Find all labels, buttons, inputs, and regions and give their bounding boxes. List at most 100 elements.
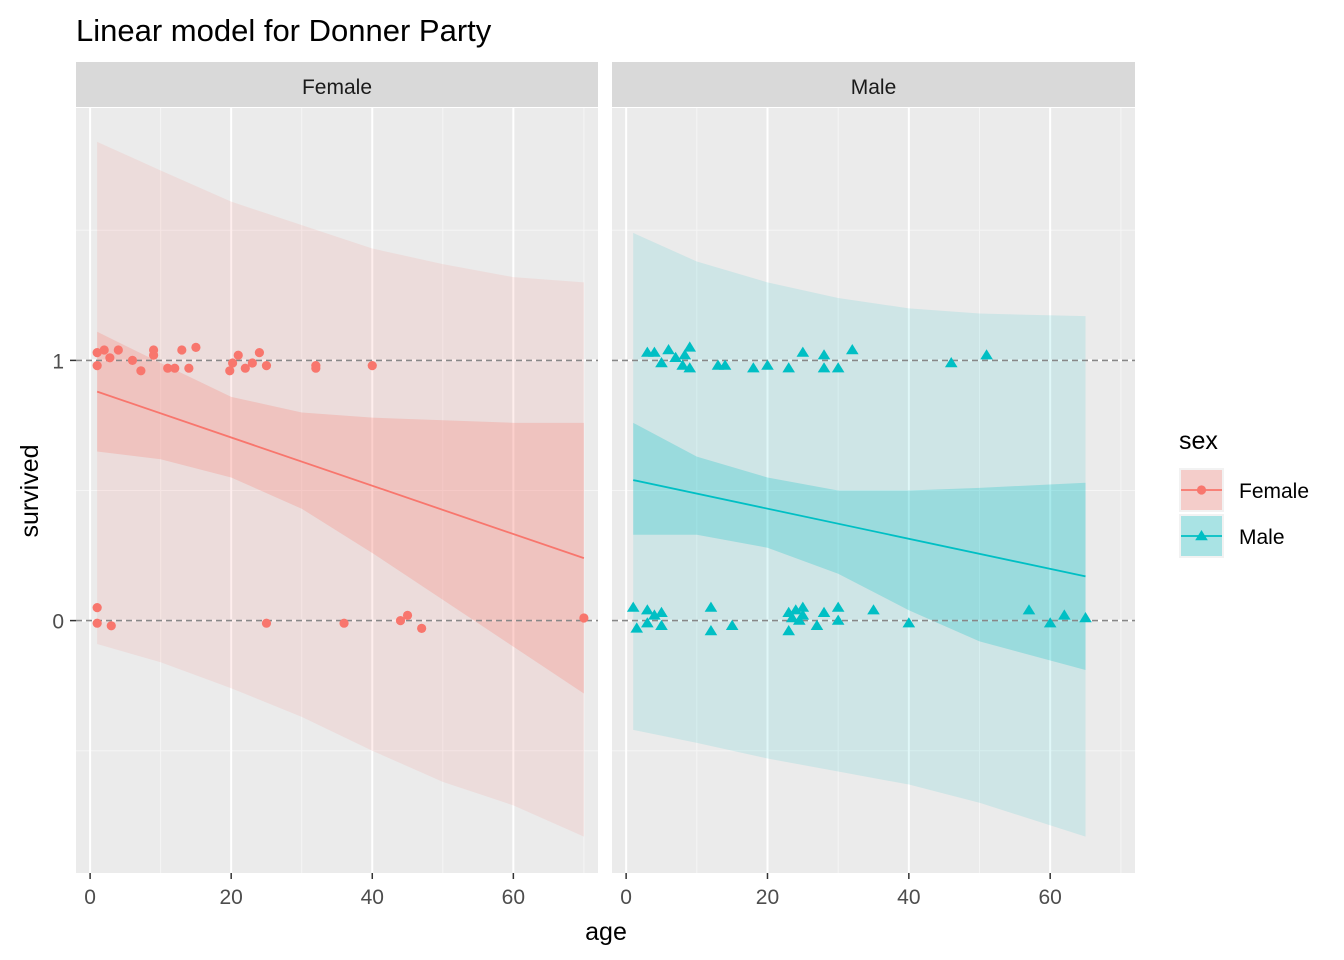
data-point xyxy=(796,346,810,357)
data-point xyxy=(669,351,682,362)
data-point xyxy=(92,347,102,358)
data-point xyxy=(782,362,795,373)
x-tick-label: 40 xyxy=(897,886,920,909)
prediction-band xyxy=(97,141,584,837)
data-point xyxy=(817,606,831,617)
data-point xyxy=(817,362,831,373)
data-point xyxy=(92,602,102,613)
facet-label: Female xyxy=(302,76,372,99)
data-point xyxy=(1022,604,1036,615)
data-point xyxy=(92,361,102,371)
facet-label: Male xyxy=(851,76,897,99)
data-point xyxy=(676,359,689,370)
panels: Female 0 20 40 60 Male 0 20 40 60 0 1 xyxy=(52,62,1135,909)
data-point xyxy=(980,349,993,360)
data-point xyxy=(867,604,880,615)
data-point xyxy=(792,614,806,625)
data-point xyxy=(184,363,194,373)
data-point xyxy=(240,363,250,373)
data-point xyxy=(704,625,718,636)
data-point xyxy=(254,347,265,358)
data-point xyxy=(127,355,138,365)
data-point xyxy=(678,349,692,360)
x-tick-label: 60 xyxy=(502,886,525,909)
data-point xyxy=(339,618,349,628)
data-point xyxy=(630,622,644,633)
data-point xyxy=(817,349,831,360)
data-point xyxy=(747,362,760,373)
data-point xyxy=(796,601,810,612)
data-point xyxy=(785,612,799,623)
data-point xyxy=(148,350,159,360)
y-tick-label: 0 xyxy=(52,611,64,634)
data-point xyxy=(683,362,697,373)
data-point xyxy=(648,346,661,357)
data-point xyxy=(261,618,272,628)
data-point xyxy=(718,359,732,370)
prediction-band xyxy=(633,232,1086,837)
x-tick-label: 20 xyxy=(756,886,779,909)
data-point xyxy=(641,617,654,628)
data-point xyxy=(136,366,146,376)
data-point xyxy=(395,616,406,626)
data-point xyxy=(761,359,774,370)
data-point xyxy=(311,361,321,371)
data-point xyxy=(789,604,803,615)
data-point xyxy=(1079,612,1092,623)
data-point xyxy=(106,621,116,631)
confidence-band xyxy=(97,331,584,694)
data-point xyxy=(1043,617,1057,628)
panel-female: Female 0 20 40 60 xyxy=(76,62,598,909)
data-point xyxy=(831,614,845,625)
data-point xyxy=(831,362,845,373)
data-point xyxy=(845,343,859,355)
x-tick-label: 20 xyxy=(220,886,243,909)
data-point xyxy=(655,357,668,368)
data-point xyxy=(662,343,675,355)
data-point xyxy=(367,361,377,371)
confidence-band xyxy=(633,422,1086,671)
legend-label: Female xyxy=(1239,480,1309,503)
y-tick-label: 1 xyxy=(52,350,64,373)
data-point xyxy=(417,623,427,634)
data-point xyxy=(92,618,102,628)
data-point xyxy=(902,617,916,628)
data-point xyxy=(683,341,697,352)
x-tick-label: 0 xyxy=(620,886,632,909)
data-point xyxy=(247,358,257,368)
data-point xyxy=(1058,609,1071,620)
y-axis-label: survived xyxy=(16,444,44,537)
facet-strip xyxy=(76,62,598,107)
data-point xyxy=(944,357,958,368)
data-point xyxy=(579,613,589,623)
data-point xyxy=(831,601,845,612)
data-point xyxy=(402,610,413,620)
data-point xyxy=(782,625,795,636)
data-point xyxy=(704,601,718,612)
legend-key-symbol xyxy=(1196,485,1207,495)
data-point xyxy=(225,366,235,376)
legend-key-symbol xyxy=(1195,530,1208,541)
data-point xyxy=(655,619,668,631)
data-point xyxy=(261,361,272,371)
fit-line xyxy=(96,390,585,560)
facet-strip xyxy=(612,62,1135,107)
data-point xyxy=(177,345,187,355)
data-point xyxy=(163,363,173,373)
data-point xyxy=(796,609,810,620)
data-point xyxy=(113,345,123,355)
x-tick-label: 40 xyxy=(361,886,384,909)
data-point xyxy=(228,358,238,368)
data-point xyxy=(648,609,661,620)
x-tick-label: 60 xyxy=(1039,886,1062,909)
data-point xyxy=(170,363,180,373)
data-point xyxy=(233,350,243,360)
x-axis-label: age xyxy=(585,918,627,946)
data-point xyxy=(655,606,668,617)
data-point xyxy=(105,353,115,363)
legend-label: Male xyxy=(1239,526,1285,549)
data-point xyxy=(810,619,824,631)
legend-title: sex xyxy=(1179,427,1218,455)
data-point xyxy=(725,619,739,631)
